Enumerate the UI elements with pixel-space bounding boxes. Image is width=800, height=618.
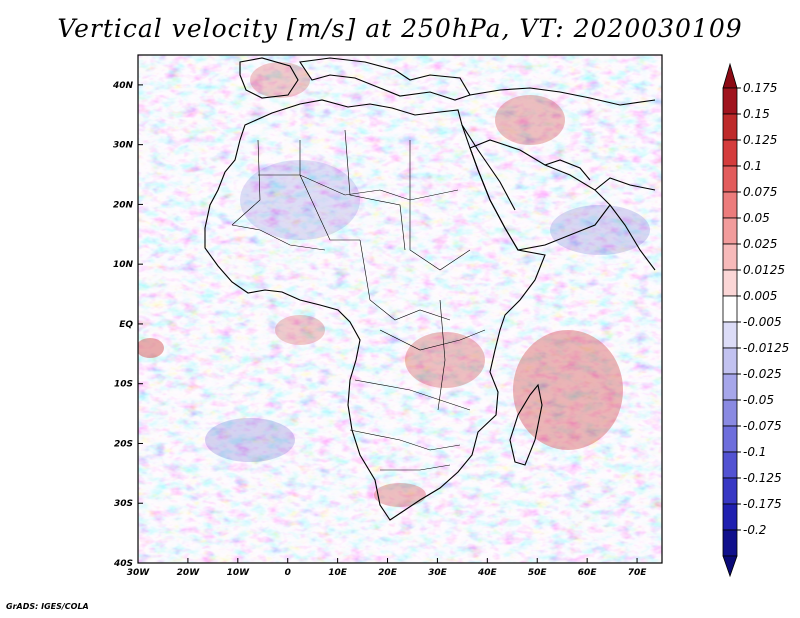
colorbar-label: -0.05 [743, 393, 774, 407]
lat-tick-label: 10S [114, 380, 133, 390]
footer-credit: GrADS: IGES/COLA [6, 602, 89, 611]
lat-tick-label: 20S [114, 439, 133, 449]
velocity-field [138, 55, 662, 563]
lat-tick-label: 30N [113, 141, 134, 151]
colorbar-swatch [722, 399, 738, 427]
lon-tick-label: 50E [528, 568, 548, 578]
colorbar-label: 0.0125 [743, 263, 785, 277]
plot-frame [137, 54, 663, 564]
colorbar-label: -0.175 [743, 497, 782, 511]
colorbar-swatch [722, 373, 738, 401]
colorbar-swatch [722, 165, 738, 193]
map-title: Vertical velocity [m/s] at 250hPa, VT: 2… [57, 14, 743, 43]
lat-tick-label: 30S [114, 499, 133, 509]
lat-tick-label: 40N [112, 81, 134, 91]
lon-tick-label: 20E [378, 568, 398, 578]
colorbar-label: -0.0125 [743, 341, 789, 355]
lon-tick-label: 70E [628, 568, 648, 578]
colorbar-swatch [722, 191, 738, 219]
lon-tick-label: 60E [578, 568, 598, 578]
colorbar-swatch [722, 477, 738, 505]
lat-tick-label: 20N [113, 200, 134, 210]
colorbar-label: 0.075 [743, 185, 777, 199]
colorbar-swatch [722, 113, 738, 141]
lon-tick-label: 20W [177, 568, 201, 578]
colorbar-swatch [722, 347, 738, 375]
colorbar-swatch [722, 87, 738, 115]
colorbar-bottom-arrow [722, 555, 738, 578]
longitude-axis: 30W 20W 10W 0 10E 20E 30E 40E 50E 60E 70E [127, 558, 647, 578]
lat-tick-label: EQ [119, 320, 133, 330]
colorbar-label: -0.025 [743, 367, 782, 381]
colorbar-label: 0.15 [743, 107, 770, 121]
colorbar-swatch [722, 529, 738, 557]
colorbar-swatch [722, 425, 738, 453]
colorbar-label: 0.1 [743, 159, 762, 173]
lon-tick-label: 0 [285, 568, 291, 578]
lon-tick-label: 30W [127, 568, 151, 578]
colorbar-label: 0.025 [743, 237, 777, 251]
coastlines [204, 57, 656, 521]
colorbar-label: 0.05 [743, 211, 770, 225]
colorbar-swatch [722, 503, 738, 531]
lon-tick-label: 40E [477, 568, 498, 578]
colorbar-swatch [722, 139, 738, 167]
lon-tick-label: 10E [328, 568, 348, 578]
colorbar-label: -0.2 [743, 523, 766, 537]
lat-tick-label: 40S [113, 559, 133, 569]
latitude-axis: 40N 30N 20N 10N EQ 10S 20S 30S 40S [112, 81, 143, 569]
colorbar-label: -0.1 [743, 445, 766, 459]
country-borders [231, 129, 486, 471]
colorbar-swatch [722, 321, 738, 349]
colorbar: 0.175 0.15 0.125 0.1 0.075 0.05 0.025 0.0125 0.0… [722, 62, 789, 578]
lon-tick-label: 30E [428, 568, 448, 578]
colorbar-swatch [722, 295, 738, 323]
colorbar-top-arrow [722, 62, 738, 89]
colorbar-swatch [722, 451, 738, 479]
colorbar-label: -0.075 [743, 419, 782, 433]
colorbar-swatch [722, 269, 738, 297]
colorbar-label: -0.005 [743, 315, 782, 329]
lon-tick-label: 10W [227, 568, 251, 578]
colorbar-label: 0.005 [743, 289, 777, 303]
colorbar-swatch [722, 243, 738, 271]
colorbar-swatch [722, 217, 738, 245]
lat-tick-label: 10N [113, 260, 134, 270]
colorbar-label: 0.175 [743, 81, 777, 95]
colorbar-label: -0.125 [743, 471, 782, 485]
colorbar-label: 0.125 [743, 133, 777, 147]
